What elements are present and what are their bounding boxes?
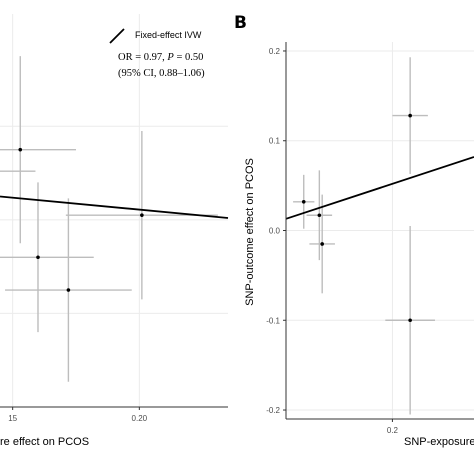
panel-b-ivw-fit-line <box>285 156 474 220</box>
snp-point <box>18 147 23 152</box>
panel-b-x-ticks: 0.2 <box>387 419 399 435</box>
annotation-ci: (95% CI, 0.88–1.06) <box>118 68 205 79</box>
panel-a: 15 0.20 re effect on PCOS Fixed-effect IV… <box>0 14 229 448</box>
panel-a-x-ticks: 15 0.20 <box>8 407 148 423</box>
y-tick-label: 0.1 <box>269 137 281 146</box>
x-tick-label: 15 <box>8 414 17 423</box>
panel-a-error-bars <box>0 56 218 382</box>
panel-b-points <box>301 113 412 323</box>
snp-point <box>408 318 412 323</box>
annotation-or-p: OR = 0.97, P = 0.50 <box>118 52 203 63</box>
snp-point <box>320 242 324 246</box>
y-tick-label: 0.0 <box>269 227 281 236</box>
panel-a-ivw-fit-line <box>0 195 229 219</box>
snp-point <box>317 213 322 218</box>
panel-a-x-axis-label: re effect on PCOS <box>0 436 89 448</box>
snp-point <box>66 288 71 292</box>
y-tick-label: -0.1 <box>266 316 280 325</box>
panel-b-grid <box>286 42 474 419</box>
legend-line-icon <box>109 28 125 44</box>
panel-b: B 0.2 0.1 0.0 -0.1 -0.2 0.2 SNP-outcome effe… <box>234 13 474 448</box>
snp-point <box>408 113 412 118</box>
x-tick-label: 0.2 <box>387 426 399 435</box>
y-tick-label: 0.2 <box>269 47 281 56</box>
panel-b-x-axis-label: SNP-exposure <box>404 436 474 448</box>
x-tick-label: 0.20 <box>132 414 148 423</box>
legend-label: Fixed-effect IVW <box>135 30 202 40</box>
panel-b-label: B <box>234 13 247 33</box>
snp-point <box>36 255 40 260</box>
y-tick-label: -0.2 <box>266 406 280 415</box>
panel-b-y-axis-label: SNP-outcome effect on PCOS <box>244 158 256 306</box>
panel-b-y-ticks: 0.2 0.1 0.0 -0.1 -0.2 <box>266 47 286 415</box>
panel-a-points <box>18 147 144 292</box>
snp-point <box>301 199 306 204</box>
snp-point <box>140 213 144 217</box>
panel-b-error-bars <box>293 57 435 415</box>
